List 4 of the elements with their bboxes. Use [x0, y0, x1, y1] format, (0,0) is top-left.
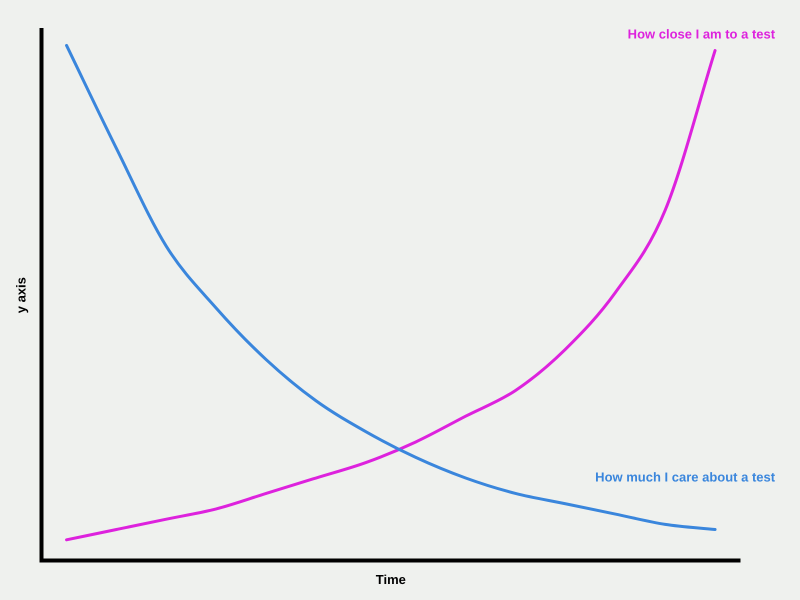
x-axis-title: Time	[376, 572, 406, 587]
series-label: How much I care about a test	[595, 470, 776, 485]
series-label: How close I am to a test	[628, 26, 776, 42]
y-axis-title: y axis	[13, 277, 28, 314]
